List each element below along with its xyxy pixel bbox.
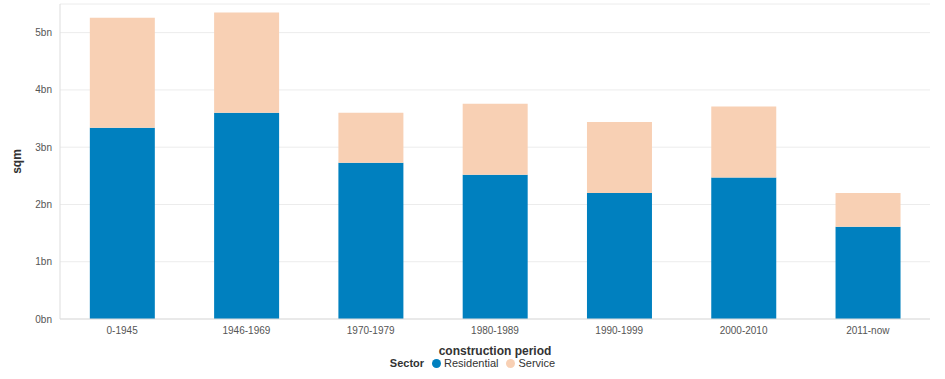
svg-text:4bn: 4bn xyxy=(35,84,52,95)
html-text:Residential: Residential xyxy=(444,357,499,369)
html-text:Service: Service xyxy=(518,357,556,369)
svg-text:1990-1999: 1990-1999 xyxy=(595,325,643,336)
html-text:Sector: Sector xyxy=(389,357,425,369)
svg-text:5bn: 5bn xyxy=(35,27,52,38)
svg-text:1946-1969: 1946-1969 xyxy=(223,325,271,336)
svg-text:1bn: 1bn xyxy=(35,256,52,267)
svg-text:2011-now: 2011-now xyxy=(846,325,890,336)
svg-text:3bn: 3bn xyxy=(35,142,52,153)
svg-text:1970-1979: 1970-1979 xyxy=(347,325,395,336)
svg-text:2000-2010: 2000-2010 xyxy=(720,325,768,336)
svg-text:1980-1989: 1980-1989 xyxy=(471,325,519,336)
svg-text:construction period: construction period xyxy=(439,344,552,358)
svg-text:0bn: 0bn xyxy=(35,314,52,325)
svg-text:2bn: 2bn xyxy=(35,199,52,210)
svg-text:sqm: sqm xyxy=(10,149,24,174)
svg-text:0-1945: 0-1945 xyxy=(107,325,139,336)
